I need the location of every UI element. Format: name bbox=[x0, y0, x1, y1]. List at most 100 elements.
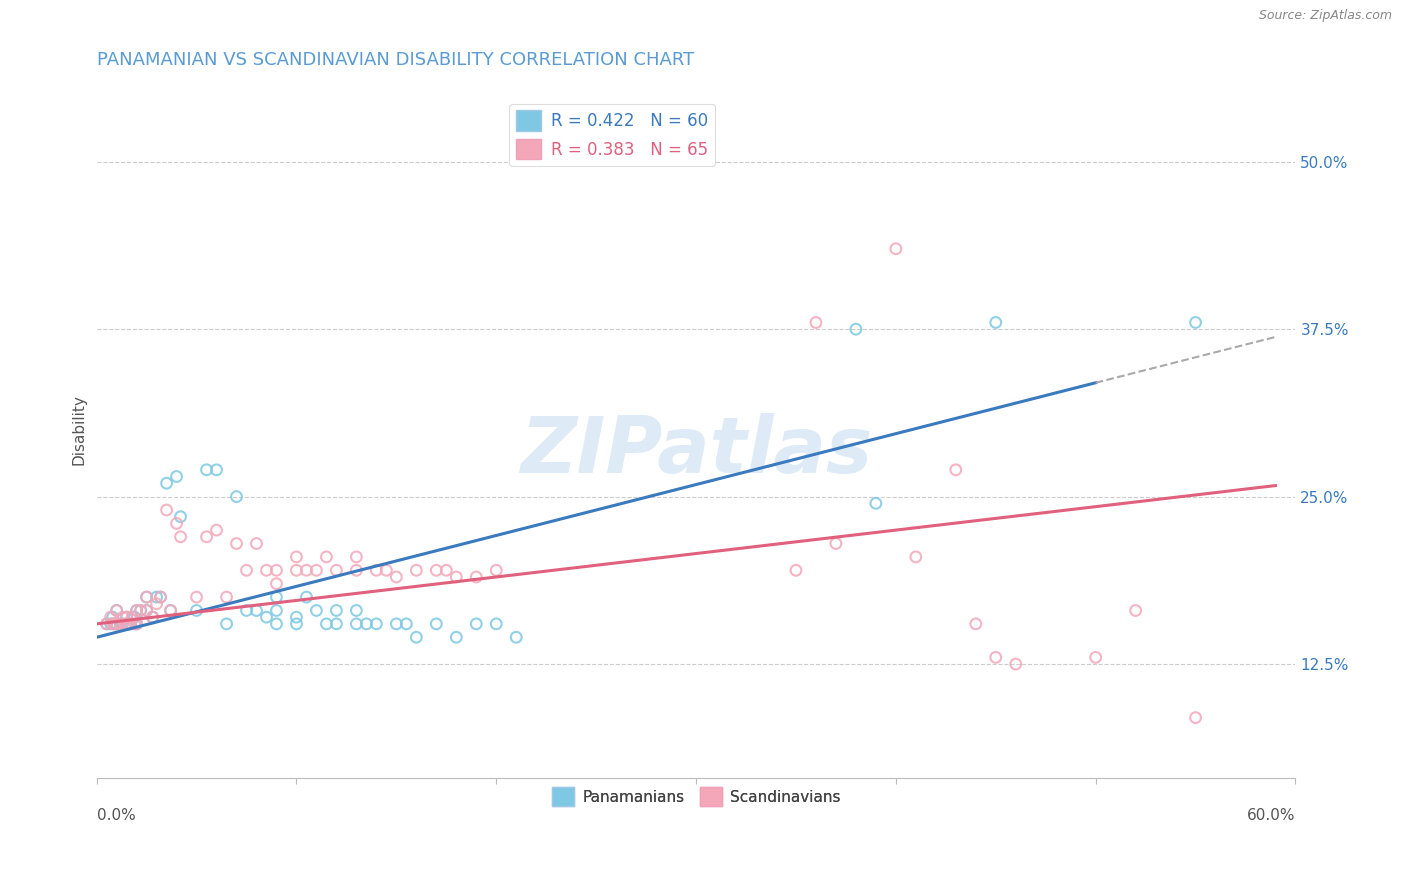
Point bbox=[166, 469, 188, 483]
Point bbox=[142, 610, 165, 624]
Point bbox=[235, 563, 257, 577]
Point bbox=[325, 603, 347, 617]
Point bbox=[115, 610, 138, 624]
Point bbox=[225, 490, 247, 504]
Point bbox=[256, 563, 278, 577]
Text: ZIPatlas: ZIPatlas bbox=[520, 412, 872, 489]
Point bbox=[195, 463, 218, 477]
Point bbox=[446, 630, 468, 644]
Point bbox=[121, 610, 143, 624]
Point bbox=[117, 616, 139, 631]
Point bbox=[1184, 316, 1206, 330]
Point bbox=[135, 590, 157, 604]
Point bbox=[245, 536, 267, 550]
Point bbox=[825, 536, 848, 550]
Point bbox=[101, 610, 124, 624]
Point bbox=[305, 563, 328, 577]
Point bbox=[485, 563, 508, 577]
Point bbox=[984, 316, 1007, 330]
Point bbox=[266, 576, 288, 591]
Point bbox=[505, 630, 527, 644]
Point bbox=[205, 523, 228, 537]
Point bbox=[425, 563, 447, 577]
Point bbox=[149, 590, 172, 604]
Point bbox=[125, 603, 148, 617]
Point bbox=[285, 563, 308, 577]
Point bbox=[945, 463, 967, 477]
Point bbox=[385, 616, 408, 631]
Point bbox=[135, 603, 157, 617]
Point bbox=[169, 509, 191, 524]
Point bbox=[135, 590, 157, 604]
Point bbox=[1004, 657, 1026, 671]
Point bbox=[356, 616, 378, 631]
Text: 0.0%: 0.0% bbox=[97, 808, 135, 823]
Point bbox=[121, 610, 143, 624]
Point bbox=[1084, 650, 1107, 665]
Point bbox=[145, 597, 167, 611]
Point bbox=[465, 616, 488, 631]
Point bbox=[315, 549, 337, 564]
Point bbox=[366, 563, 388, 577]
Point bbox=[434, 563, 457, 577]
Point bbox=[104, 616, 127, 631]
Point bbox=[111, 610, 134, 624]
Point bbox=[159, 603, 181, 617]
Point bbox=[115, 616, 138, 631]
Y-axis label: Disability: Disability bbox=[72, 394, 86, 465]
Point bbox=[100, 616, 122, 631]
Point bbox=[395, 616, 418, 631]
Point bbox=[904, 549, 927, 564]
Point bbox=[155, 476, 177, 491]
Point bbox=[344, 549, 367, 564]
Point bbox=[115, 616, 138, 631]
Point bbox=[215, 590, 238, 604]
Point bbox=[295, 590, 318, 604]
Point bbox=[344, 603, 367, 617]
Point bbox=[405, 563, 427, 577]
Point bbox=[984, 650, 1007, 665]
Point bbox=[105, 616, 128, 631]
Point bbox=[195, 530, 218, 544]
Point bbox=[110, 616, 132, 631]
Point bbox=[1184, 711, 1206, 725]
Legend: Panamanians, Scandinavians: Panamanians, Scandinavians bbox=[546, 781, 846, 812]
Point bbox=[124, 616, 146, 631]
Point bbox=[169, 530, 191, 544]
Point bbox=[111, 616, 134, 631]
Point bbox=[295, 563, 318, 577]
Point bbox=[166, 516, 188, 531]
Point bbox=[124, 610, 146, 624]
Text: 60.0%: 60.0% bbox=[1247, 808, 1295, 823]
Point bbox=[785, 563, 807, 577]
Point bbox=[285, 549, 308, 564]
Point bbox=[446, 570, 468, 584]
Point bbox=[325, 616, 347, 631]
Point bbox=[375, 563, 398, 577]
Point bbox=[344, 563, 367, 577]
Point bbox=[245, 603, 267, 617]
Point bbox=[100, 610, 122, 624]
Point bbox=[205, 463, 228, 477]
Point bbox=[1125, 603, 1147, 617]
Point bbox=[266, 563, 288, 577]
Point bbox=[105, 616, 128, 631]
Point bbox=[120, 616, 142, 631]
Point bbox=[186, 603, 208, 617]
Point bbox=[215, 616, 238, 631]
Point bbox=[120, 616, 142, 631]
Point bbox=[225, 536, 247, 550]
Point bbox=[145, 590, 167, 604]
Point bbox=[425, 616, 447, 631]
Point bbox=[105, 603, 128, 617]
Point bbox=[256, 610, 278, 624]
Point bbox=[305, 603, 328, 617]
Point bbox=[884, 242, 907, 256]
Point bbox=[266, 603, 288, 617]
Point bbox=[235, 603, 257, 617]
Point bbox=[366, 616, 388, 631]
Point bbox=[325, 563, 347, 577]
Point bbox=[315, 616, 337, 631]
Point bbox=[385, 570, 408, 584]
Point bbox=[125, 616, 148, 631]
